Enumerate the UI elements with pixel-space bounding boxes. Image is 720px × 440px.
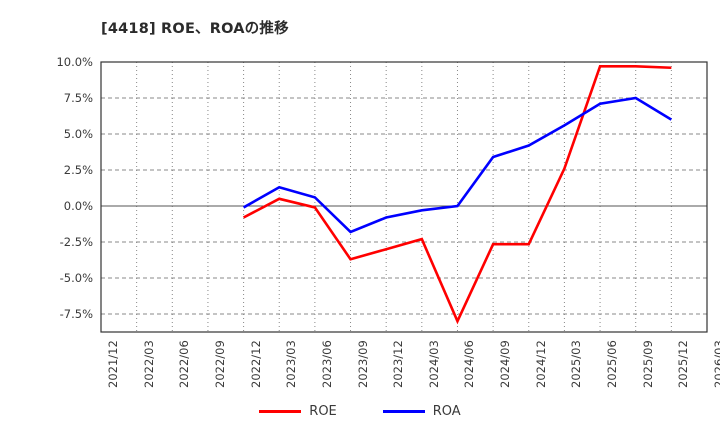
x-tick-label: 2025/03 bbox=[569, 340, 584, 388]
series-layer bbox=[242, 65, 673, 325]
y-tick-label: -5.0% bbox=[59, 271, 93, 285]
grid-layer bbox=[100, 61, 708, 332]
x-tick-label: 2025/06 bbox=[605, 340, 620, 388]
x-tick-label: 2021/12 bbox=[106, 340, 120, 388]
y-tick-label: -2.5% bbox=[59, 235, 93, 249]
legend-item-roa[interactable]: ROA bbox=[382, 404, 461, 419]
legend-label: ROE bbox=[309, 404, 337, 419]
chart-title: [4418] ROE、ROAの推移 bbox=[101, 21, 289, 37]
x-tick-label: 2024/03 bbox=[426, 340, 441, 388]
legend-label: ROA bbox=[432, 404, 461, 419]
x-tick-label: 2023/03 bbox=[284, 340, 299, 388]
x-tick-label: 2025/12 bbox=[676, 340, 691, 388]
x-tick-label: 2022/03 bbox=[141, 340, 156, 388]
axis-layer bbox=[100, 61, 708, 333]
series-line-roe bbox=[242, 65, 672, 325]
legend-swatch-icon bbox=[382, 410, 425, 413]
y-tick-label: -7.5% bbox=[59, 307, 93, 321]
x-tick-label: 2022/12 bbox=[248, 340, 263, 388]
x-tick-label: 2025/09 bbox=[640, 340, 655, 388]
x-tick-label: 2023/06 bbox=[319, 340, 334, 388]
x-tick-label: 2026/03 bbox=[712, 340, 720, 388]
plot-border bbox=[100, 61, 708, 333]
x-tick-label: 2024/09 bbox=[498, 340, 513, 388]
x-tick-label: 2024/12 bbox=[533, 340, 548, 388]
y-tick-label: 7.5% bbox=[63, 91, 93, 105]
y-tick-label: 0.0% bbox=[63, 199, 93, 213]
y-tick-label: 2.5% bbox=[63, 163, 93, 177]
legend-item-roe[interactable]: ROE bbox=[259, 404, 337, 419]
series-line-roa bbox=[242, 96, 673, 234]
chart-legend: ROE ROA bbox=[0, 404, 720, 419]
y-tick-label: 5.0% bbox=[63, 127, 93, 141]
x-tick-label: 2024/06 bbox=[462, 340, 477, 388]
x-tick-label: 2022/09 bbox=[212, 340, 227, 388]
x-tick-label: 2023/12 bbox=[391, 340, 406, 388]
x-tick-label: 2023/09 bbox=[355, 340, 370, 388]
y-tick-label: 10.0% bbox=[56, 55, 93, 69]
x-tick-label: 2022/06 bbox=[177, 340, 192, 388]
legend-swatch-icon bbox=[259, 410, 302, 413]
